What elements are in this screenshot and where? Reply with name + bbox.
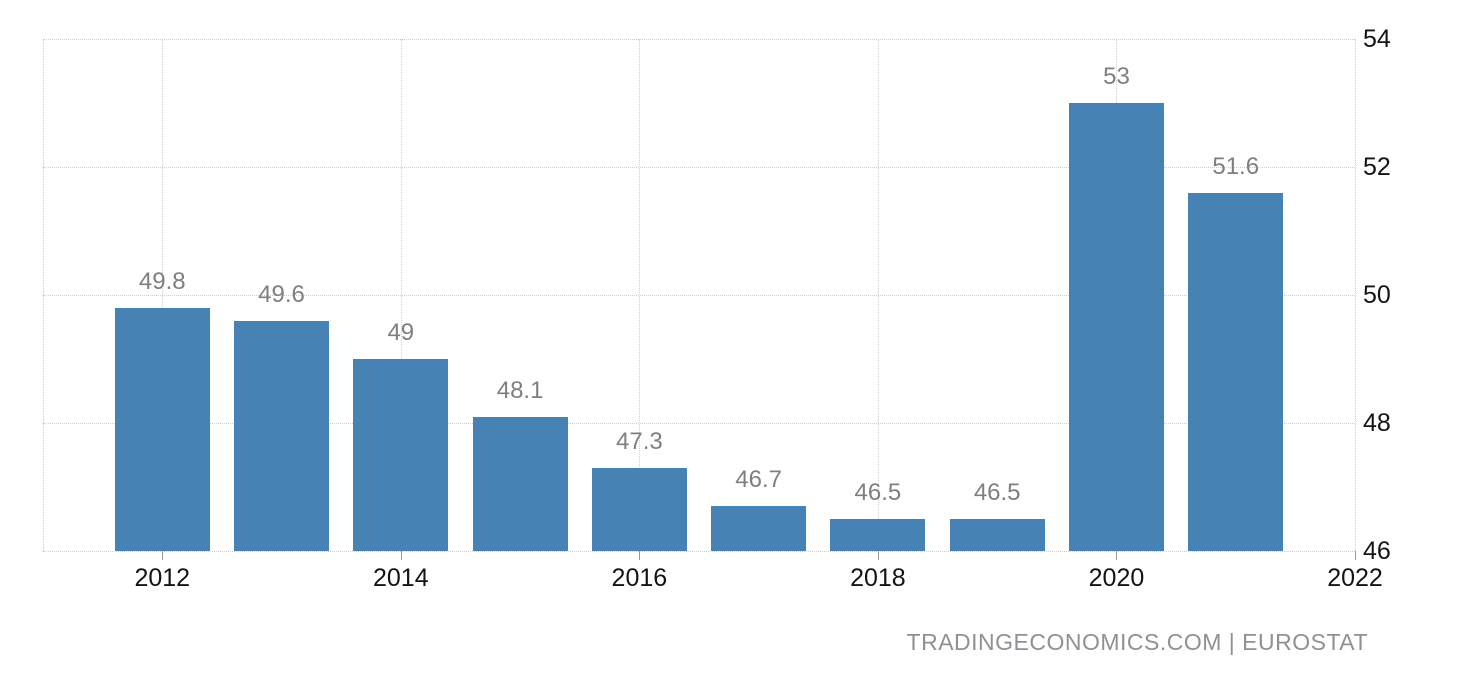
bar-value-label: 49.6 xyxy=(258,280,305,308)
bar-2012[interactable] xyxy=(114,307,210,551)
y-axis-label: 46 xyxy=(1363,537,1391,565)
bar-2013[interactable] xyxy=(234,320,330,551)
x-axis-label: 2022 xyxy=(1327,564,1383,592)
gridline-vertical xyxy=(162,39,164,551)
bar-2017[interactable] xyxy=(711,506,807,551)
bar-2014[interactable] xyxy=(353,359,449,551)
y-axis-label: 50 xyxy=(1363,281,1391,309)
bar-value-label: 48.1 xyxy=(496,376,544,404)
x-axis-tick xyxy=(639,551,641,560)
gridline-vertical xyxy=(1355,39,1356,551)
bar-value-label: 53 xyxy=(1103,63,1130,90)
bar-value-label: 46.5 xyxy=(973,479,1021,506)
x-axis-tick xyxy=(877,551,879,560)
gridline-vertical xyxy=(639,39,641,551)
x-axis-tick xyxy=(1355,551,1356,560)
bar-2019[interactable] xyxy=(949,519,1045,551)
plot-border-left xyxy=(43,39,44,551)
bar-2021[interactable] xyxy=(1188,192,1284,551)
y-axis-label: 54 xyxy=(1363,25,1391,53)
gridline-vertical xyxy=(400,39,402,551)
bar-value-label: 46.7 xyxy=(735,466,782,494)
bar-2018[interactable] xyxy=(830,519,926,551)
bar-2015[interactable] xyxy=(472,416,568,551)
x-axis-label: 2012 xyxy=(134,564,191,592)
bar-2020[interactable] xyxy=(1068,103,1164,551)
y-axis-label: 48 xyxy=(1363,409,1391,437)
x-axis-label: 2020 xyxy=(1088,564,1145,592)
gridline-horizontal xyxy=(43,167,1355,168)
x-axis-tick xyxy=(400,551,402,560)
gridline-horizontal xyxy=(43,39,1355,40)
gridline-horizontal xyxy=(43,551,1355,552)
x-axis-tick xyxy=(162,551,164,560)
gridline-horizontal xyxy=(43,295,1355,296)
x-axis-label: 2014 xyxy=(373,564,429,592)
x-axis-label: 2016 xyxy=(611,564,668,592)
bar-value-label: 51.6 xyxy=(1212,152,1260,180)
bar-value-label: 49 xyxy=(387,319,415,346)
bar-value-label: 47.3 xyxy=(616,427,663,455)
gridline-vertical xyxy=(877,39,879,551)
bar-value-label: 46.5 xyxy=(854,479,902,506)
gridline-horizontal xyxy=(43,423,1355,424)
x-axis-tick xyxy=(1116,551,1118,560)
y-axis-label: 52 xyxy=(1363,153,1391,181)
bar-value-label: 49.8 xyxy=(138,267,186,295)
attribution-watermark: TRADINGECONOMICS.COM | EUROSTAT xyxy=(906,629,1368,655)
x-axis-label: 2018 xyxy=(850,564,906,592)
bar-2016[interactable] xyxy=(591,467,687,551)
